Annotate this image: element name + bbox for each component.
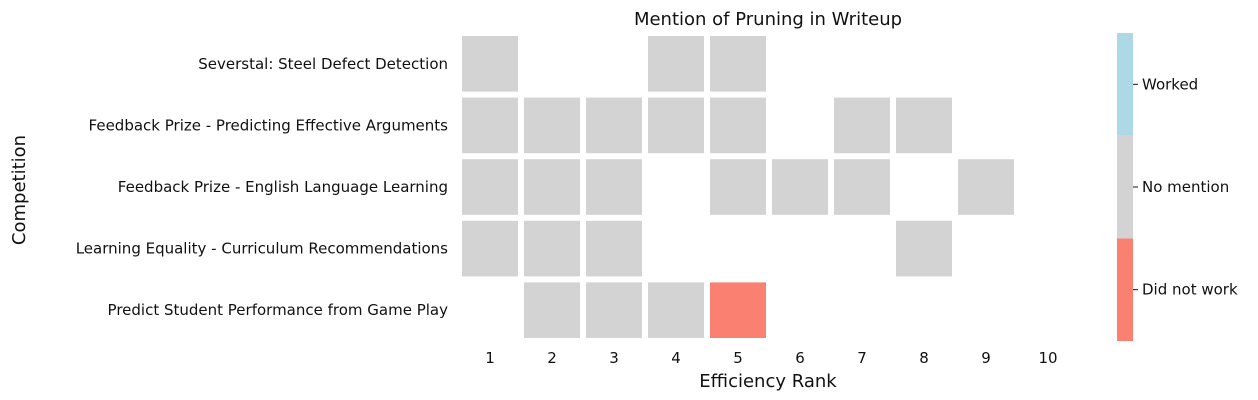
heatmap-cell-no-mention: [586, 159, 642, 215]
heatmap-cell-no-mention: [710, 97, 766, 154]
heatmap-cell-no-mention: [648, 282, 704, 338]
y-tick-labels: Severstal: Steel Defect Detection Feedbac…: [76, 55, 448, 319]
y-tick-label: Learning Equality - Curriculum Recommend…: [76, 240, 448, 258]
y-tick-label: Feedback Prize - Predicting Effective Ar…: [89, 116, 449, 134]
colorbar-segment-worked: [1117, 33, 1133, 136]
heatmap-cell-no-mention: [834, 97, 890, 154]
heatmap-cell-no-mention: [462, 220, 518, 277]
heatmap-cells: [462, 36, 1014, 338]
colorbar-label-did-not-work: Did not work: [1142, 281, 1238, 299]
heatmap-cell-no-mention: [648, 97, 704, 154]
x-tick-label: 3: [609, 349, 619, 367]
heatmap-cell-no-mention: [834, 159, 890, 215]
heatmap-cell-no-mention: [524, 97, 580, 154]
colorbar-label-no-mention: No mention: [1142, 178, 1229, 196]
heatmap-cell-did-not-work: [710, 282, 766, 338]
y-axis-label: Competition: [9, 135, 30, 245]
heatmap-cell-no-mention: [462, 159, 518, 215]
heatmap-cell-no-mention: [710, 36, 766, 92]
x-tick-label: 1: [485, 349, 495, 367]
x-tick-label: 5: [733, 349, 743, 367]
heatmap-cell-no-mention: [772, 159, 828, 215]
colorbar: Did not work No mention Worked: [1117, 33, 1238, 341]
heatmap-cell-no-mention: [896, 97, 952, 154]
colorbar-segment-no-mention: [1117, 135, 1133, 239]
x-tick-label: 8: [919, 349, 929, 367]
x-tick-label: 6: [795, 349, 805, 367]
colorbar-label-worked: Worked: [1142, 75, 1198, 93]
x-tick-label: 9: [981, 349, 991, 367]
heatmap-cell-no-mention: [462, 36, 518, 92]
heatmap-cell-no-mention: [648, 36, 704, 92]
heatmap-cell-no-mention: [524, 282, 580, 338]
x-tick-label: 4: [671, 349, 681, 367]
heatmap-cell-no-mention: [586, 220, 642, 277]
x-tick-label: 10: [1038, 349, 1057, 367]
x-tick-labels: 1 2 3 4 5 6 7 8 9 10: [485, 349, 1057, 367]
heatmap-cell-no-mention: [524, 220, 580, 277]
x-tick-label: 7: [857, 349, 867, 367]
y-tick-label: Severstal: Steel Defect Detection: [198, 55, 448, 73]
x-axis-label: Efficiency Rank: [699, 371, 837, 392]
heatmap-cell-no-mention: [896, 220, 952, 277]
heatmap-cell-no-mention: [462, 97, 518, 154]
heatmap-cell-no-mention: [586, 97, 642, 154]
heatmap-cell-no-mention: [524, 159, 580, 215]
y-tick-label: Feedback Prize - English Language Learni…: [118, 178, 448, 196]
y-tick-label: Predict Student Performance from Game Pl…: [108, 301, 449, 319]
heatmap-cell-no-mention: [958, 159, 1014, 215]
heatmap-cell-no-mention: [586, 282, 642, 338]
x-tick-label: 2: [547, 349, 557, 367]
heatmap-cell-no-mention: [710, 159, 766, 215]
colorbar-segment-did-not-work: [1117, 238, 1133, 341]
chart-title: Mention of Pruning in Writeup: [634, 9, 902, 30]
